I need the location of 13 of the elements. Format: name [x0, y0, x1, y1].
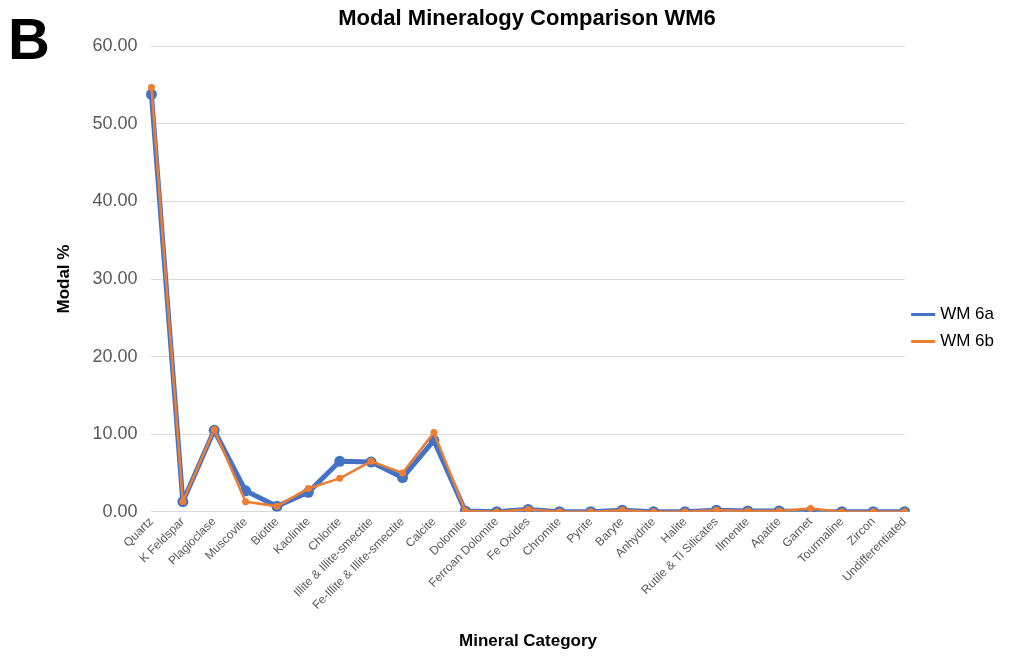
- y-tick-label: 60.00: [92, 35, 138, 56]
- text: B: [8, 6, 50, 71]
- y-tick-label: 0.00: [102, 500, 138, 521]
- legend-label: WM 6a: [940, 304, 995, 324]
- y-tick-label: 10.00: [92, 423, 138, 444]
- y-tick-label: 40.00: [92, 190, 138, 211]
- x-axis-title: Mineral Category: [459, 631, 598, 651]
- y-tick-label: 20.00: [92, 345, 138, 366]
- legend-label: WM 6b: [940, 331, 994, 351]
- y-axis-title: Modal %: [53, 244, 73, 314]
- y-tick-label: 50.00: [92, 112, 138, 133]
- chart-title: Modal Mineralogy Comparison WM6: [338, 5, 716, 31]
- y-tick-label: 30.00: [92, 268, 138, 289]
